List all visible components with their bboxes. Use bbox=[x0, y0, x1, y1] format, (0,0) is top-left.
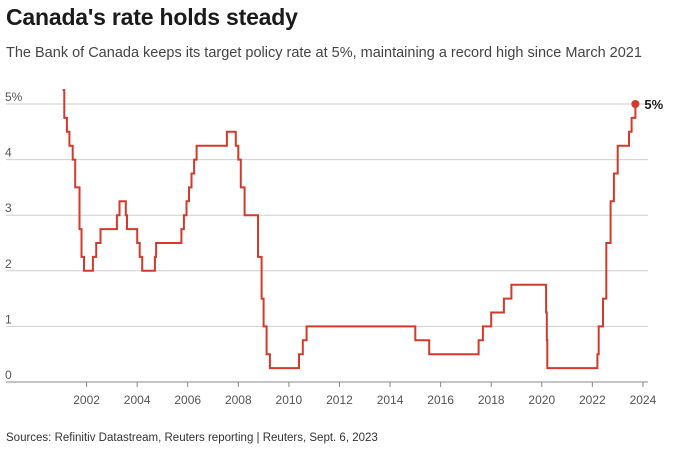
plot-area: 5% bbox=[62, 89, 664, 370]
y-axis-ticks: 5% 4 3 2 1 0 bbox=[5, 90, 23, 382]
x-tick-label: 2018 bbox=[478, 393, 505, 407]
source-note: Sources: Refinitiv Datastream, Reuters r… bbox=[6, 432, 378, 444]
x-tick-label: 2004 bbox=[124, 393, 151, 407]
x-tick-label: 2024 bbox=[630, 393, 657, 407]
y-tick-label: 3 bbox=[5, 201, 12, 215]
x-tick-label: 2022 bbox=[579, 393, 606, 407]
x-tick-label: 2010 bbox=[276, 393, 303, 407]
x-tick-label: 2012 bbox=[326, 393, 353, 407]
x-tick-label: 2014 bbox=[377, 393, 404, 407]
y-tick-label: 4 bbox=[5, 146, 12, 160]
y-tick-label: 2 bbox=[5, 257, 12, 271]
x-axis: 2002 2004 2006 2008 2010 2012 2014 2016 2018 2020… bbox=[6, 381, 657, 407]
y-tick-label: 5% bbox=[5, 90, 23, 104]
y-tick-label: 0 bbox=[5, 368, 12, 382]
x-tick-label: 2008 bbox=[225, 393, 252, 407]
y-tick-label: 1 bbox=[5, 312, 12, 326]
series-end-point bbox=[631, 100, 640, 108]
chart-subtitle: The Bank of Canada keeps its target poli… bbox=[6, 45, 642, 61]
x-tick-label: 2020 bbox=[528, 393, 555, 407]
series-end-label: 5% bbox=[644, 97, 663, 112]
x-tick-label: 2002 bbox=[73, 393, 100, 407]
series-line-policy-rate bbox=[62, 89, 637, 370]
chart-title: Canada's rate holds steady bbox=[6, 4, 298, 30]
x-tick-label: 2016 bbox=[427, 393, 454, 407]
x-tick-label: 2006 bbox=[174, 393, 201, 407]
gridlines bbox=[6, 103, 648, 327]
